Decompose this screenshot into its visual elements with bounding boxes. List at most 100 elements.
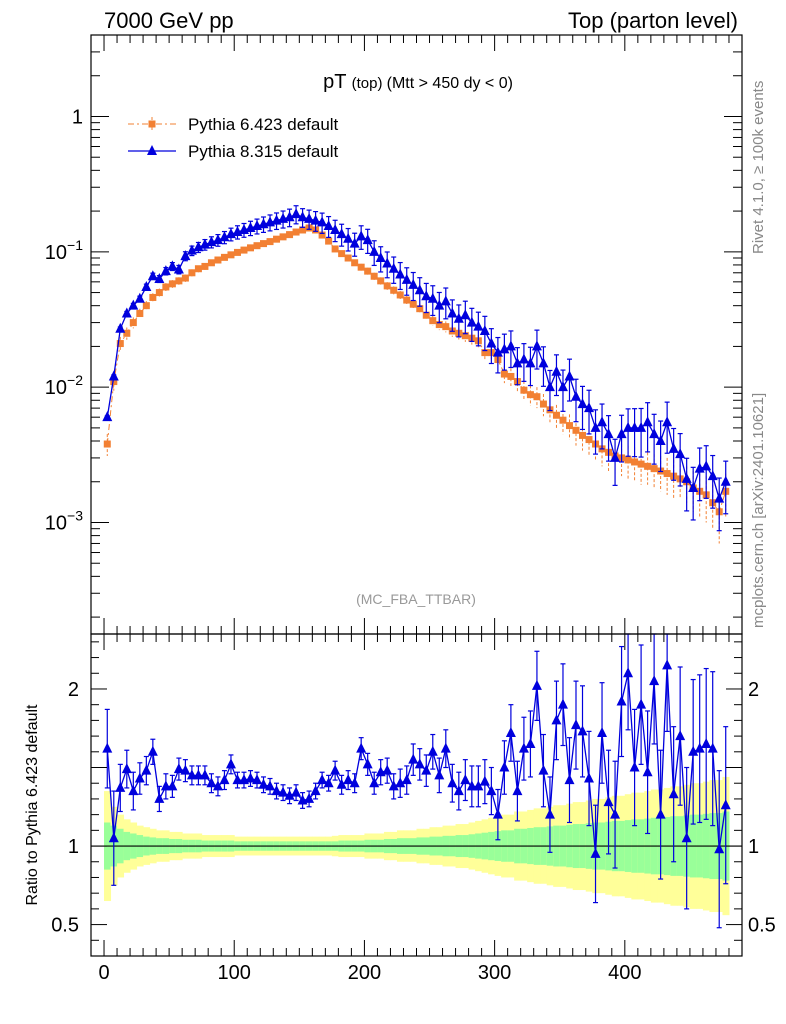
ratio-point xyxy=(180,764,191,775)
pythia6-point xyxy=(539,400,547,408)
pythia6-point xyxy=(507,372,515,380)
pythia8-point xyxy=(707,470,718,481)
pythia8-point xyxy=(466,316,477,327)
ratio-point xyxy=(362,758,373,769)
ratio-point xyxy=(160,780,171,791)
ratio-point xyxy=(590,847,601,858)
pythia6-point xyxy=(325,237,333,245)
pythia6-point xyxy=(422,311,430,319)
pythia6-point xyxy=(123,329,131,337)
pythia8-point xyxy=(134,292,145,303)
ratio-point xyxy=(440,742,451,753)
x-tick-label: 200 xyxy=(348,962,381,984)
pythia6-point xyxy=(214,256,222,264)
main-panel: 1 10−1 10−2 10−3 pT (top) (Mtt > 450 dy < 0)… xyxy=(45,34,743,635)
pythia8-point xyxy=(427,292,438,303)
pythia6-point xyxy=(299,226,307,234)
ratio-point xyxy=(356,742,367,753)
pythia6-point xyxy=(442,323,450,331)
ratio-point xyxy=(284,789,295,800)
pythia6-point xyxy=(663,470,671,478)
pythia8-point xyxy=(199,238,210,249)
ratio-point xyxy=(636,698,647,709)
ratio-point xyxy=(479,775,490,786)
ratio-point xyxy=(629,761,640,772)
pythia6-point xyxy=(194,265,202,273)
pythia8-point xyxy=(317,216,328,227)
pythia6-point xyxy=(129,319,137,327)
ratio-point xyxy=(258,778,269,789)
pythia6-point xyxy=(500,370,508,378)
ratio-point xyxy=(232,774,243,785)
pythia6-point xyxy=(429,317,437,325)
ratio-point xyxy=(252,774,263,785)
pythia8-point xyxy=(570,390,581,401)
pythia8-point xyxy=(564,370,575,381)
pythia8-point xyxy=(193,241,204,252)
pythia8-point xyxy=(597,416,608,427)
x-tick-label: 100 xyxy=(218,962,251,984)
ratio-point xyxy=(225,758,236,769)
y-tick-label: 10−1 xyxy=(45,237,83,264)
pythia8-point xyxy=(395,268,406,279)
pythia6-point xyxy=(390,286,398,294)
pythia6-point xyxy=(585,436,593,444)
pythia6-point xyxy=(383,282,391,290)
pythia6-point xyxy=(481,349,489,357)
pythia8-point xyxy=(668,442,679,453)
pythia6-point xyxy=(396,291,404,299)
ratio-point xyxy=(147,745,158,756)
ratio-point xyxy=(531,679,542,690)
ratio-point xyxy=(623,667,634,678)
pythia8-point xyxy=(154,272,165,283)
pythia8-point xyxy=(584,402,595,413)
pythia8-point xyxy=(343,232,354,243)
pythia8-point xyxy=(180,250,191,261)
pythia8-point xyxy=(128,299,139,310)
pythia6-point xyxy=(631,458,639,466)
ratio-point xyxy=(141,764,152,775)
pythia6-point xyxy=(181,274,189,282)
pythia8-point xyxy=(434,299,445,310)
pythia8-point xyxy=(590,421,601,432)
ratio-point xyxy=(551,714,562,725)
pythia6-point xyxy=(207,259,215,267)
plot-title: pT (top) (Mtt > 450 dy < 0) xyxy=(323,71,513,93)
pythia8-point xyxy=(655,435,666,446)
pythia6-point xyxy=(292,228,300,236)
pythia8-point xyxy=(102,411,113,422)
ratio-y-tick-label: 2 xyxy=(68,679,79,701)
pythia6-point xyxy=(650,465,658,473)
pythia8-point xyxy=(362,234,373,245)
pythia6-point xyxy=(233,248,241,256)
ratio-point xyxy=(199,769,210,780)
ratio-point xyxy=(486,785,497,796)
analysis-watermark: (MC_FBA_TTBAR) xyxy=(356,591,476,607)
ratio-point xyxy=(414,758,425,769)
pythia6-point xyxy=(116,340,124,348)
ratio-point xyxy=(291,786,302,797)
pythia8-point xyxy=(291,208,302,219)
pythia8-point xyxy=(284,211,295,222)
pythia8-point xyxy=(623,421,634,432)
pythia6-point xyxy=(227,251,235,259)
ratio-point xyxy=(219,774,230,785)
rivet-version-label: Rivet 4.1.0, ≥ 100k events xyxy=(750,80,767,254)
pythia6-point xyxy=(533,393,541,401)
ratio-point xyxy=(694,742,705,753)
pythia6-point xyxy=(637,460,645,468)
pythia8-point xyxy=(649,428,660,439)
pythia8-point xyxy=(629,421,640,432)
pythia8-point xyxy=(714,492,725,503)
pythia6-point xyxy=(155,289,163,297)
legend-pythia6-label: Pythia 6.423 default xyxy=(188,115,339,134)
pythia8-point xyxy=(610,451,621,462)
pythia6-point xyxy=(149,293,157,301)
pythia8-point xyxy=(453,312,464,323)
pythia6-point xyxy=(168,280,176,288)
pythia6-point xyxy=(162,283,170,291)
legend-pythia8-label: Pythia 8.315 default xyxy=(188,142,339,161)
pythia8-point xyxy=(141,280,152,291)
pythia6-point xyxy=(559,416,567,424)
ratio-panel: 0 100 200 300 400 2 2 1 1 0.5 0.5 Ratio to Pythia 6… xyxy=(24,633,776,984)
